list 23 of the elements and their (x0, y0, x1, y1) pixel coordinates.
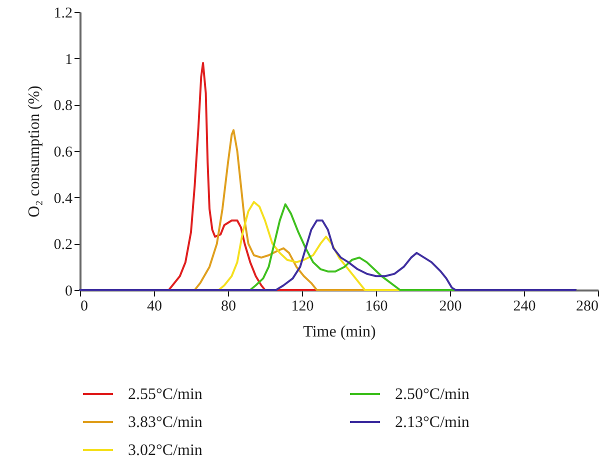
x-tick-label: 80 (221, 298, 236, 314)
y-tick-label: 0.8 (54, 98, 72, 114)
line-series (79, 220, 577, 291)
y-axis-title: O₂ consumption (%) (26, 86, 43, 218)
x-tick-label: 160 (365, 298, 388, 314)
x-tick-label: 0 (80, 298, 88, 314)
x-tick-label: 280 (576, 298, 598, 314)
legend-label: 2.50°C/min (395, 386, 470, 403)
y-tick-label: 0.2 (54, 237, 72, 254)
x-tick-label: 200 (439, 298, 462, 314)
legend-label: 3.02°C/min (128, 442, 202, 459)
y-tick-label: 1.2 (54, 6, 72, 22)
legend-label: 3.83°C/min (128, 414, 202, 431)
y-tick-label: 0.4 (54, 190, 73, 207)
x-tick-label: 240 (513, 298, 536, 314)
legend-label: 2.13°C/min (395, 414, 470, 431)
y-tick-label: 1 (65, 52, 72, 68)
y-tick-label: 0 (65, 284, 72, 300)
legend-label: 2.55°C/min (128, 386, 202, 403)
x-tick-label: 120 (291, 298, 314, 314)
x-axis-title: Time (min) (303, 324, 376, 340)
x-tick-label: 40 (147, 298, 162, 314)
y-tick-label: 0.6 (54, 144, 73, 160)
